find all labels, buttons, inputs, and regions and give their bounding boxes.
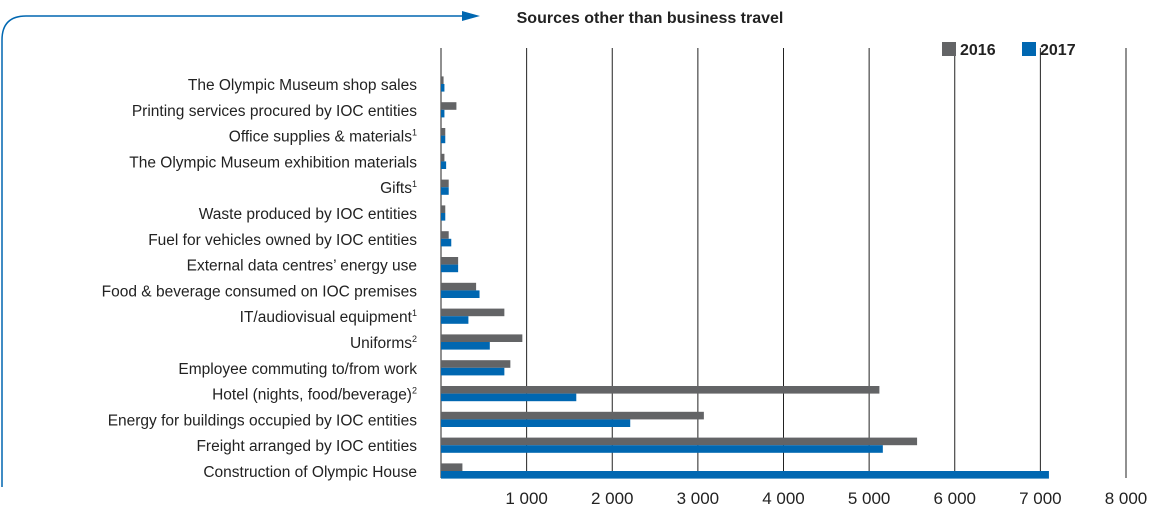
category-label: Hotel (nights, food/beverage)2: [212, 386, 417, 404]
x-tick-label: 5 000: [848, 489, 891, 508]
bar-2016: [441, 179, 449, 188]
x-tick-label: 8 000: [1105, 489, 1148, 508]
x-tick-label: 2 000: [591, 489, 634, 508]
bar-2017: [441, 316, 469, 324]
chart-title: Sources other than business travel: [517, 10, 784, 27]
category-label: Office supplies & materials1: [229, 128, 417, 146]
bar-2016: [441, 334, 523, 342]
bar-2017: [441, 419, 631, 427]
bar-2017: [441, 84, 445, 92]
bar-2016: [441, 411, 704, 420]
bar-2016: [441, 102, 457, 110]
x-tick-label: 3 000: [677, 489, 720, 508]
category-label: The Olympic Museum exhibition materials: [129, 154, 417, 171]
bar-2016: [441, 282, 477, 291]
x-tick-label: 7 000: [1019, 489, 1062, 508]
legend-swatch-2017: [1022, 42, 1036, 56]
bar-2017: [441, 264, 459, 273]
bar-2017: [441, 187, 449, 195]
category-label: Freight arranged by IOC entities: [196, 438, 417, 455]
bar-2016: [441, 257, 459, 265]
bar-2017: [441, 109, 445, 118]
category-label: Employee commuting to/from work: [178, 361, 417, 378]
bar-2016: [441, 128, 446, 136]
x-tick-label: 6 000: [933, 489, 976, 508]
x-tick-label: 4 000: [762, 489, 805, 508]
bar-2016: [441, 463, 463, 471]
bar-2017: [441, 290, 480, 298]
category-label: Food & beverage consumed on IOC premises: [102, 283, 418, 300]
bar-2017: [441, 342, 490, 350]
bar-2017: [441, 213, 446, 221]
category-label: Gifts1: [380, 179, 417, 197]
legend-label-2017: 2017: [1040, 42, 1076, 59]
bar-2017: [441, 161, 447, 169]
footnote-marker: 1: [412, 308, 417, 318]
legend-label-2016: 2016: [960, 42, 996, 59]
footnote-marker: 1: [412, 128, 417, 138]
bar-2016: [441, 360, 511, 368]
legend-swatch-2016: [942, 42, 956, 56]
bar-2017: [441, 471, 1049, 479]
bar-2016: [441, 76, 444, 84]
footnote-marker: 2: [412, 386, 417, 396]
bar-2017: [441, 238, 452, 247]
category-label: The Olympic Museum shop sales: [188, 77, 417, 94]
bar-2016: [441, 386, 880, 394]
bar-2016: [441, 308, 505, 317]
x-tick-label: 1 000: [505, 489, 548, 508]
bar-2016: [441, 205, 446, 213]
bar-2016: [441, 231, 449, 239]
category-label: Construction of Olympic House: [203, 464, 417, 481]
connector-line: [1, 15, 462, 487]
category-label: Energy for buildings occupied by IOC ent…: [108, 412, 418, 429]
arrow-head-icon: [462, 11, 480, 21]
category-label: External data centres’ energy use: [187, 258, 417, 275]
category-label: IT/audiovisual equipment1: [240, 308, 417, 326]
category-label: Fuel for vehicles owned by IOC entities: [148, 232, 417, 249]
bar-2017: [441, 445, 883, 453]
footnote-marker: 1: [412, 179, 417, 189]
category-label: Waste produced by IOC entities: [199, 206, 417, 223]
bar-2016: [441, 437, 918, 446]
bar-2017: [441, 393, 577, 402]
category-label: Uniforms2: [350, 334, 417, 352]
bar-2017: [441, 367, 505, 376]
bar-2017: [441, 135, 446, 144]
footnote-marker: 2: [412, 334, 417, 344]
category-label: Printing services procured by IOC entiti…: [132, 103, 417, 120]
bar-2016: [441, 153, 445, 162]
